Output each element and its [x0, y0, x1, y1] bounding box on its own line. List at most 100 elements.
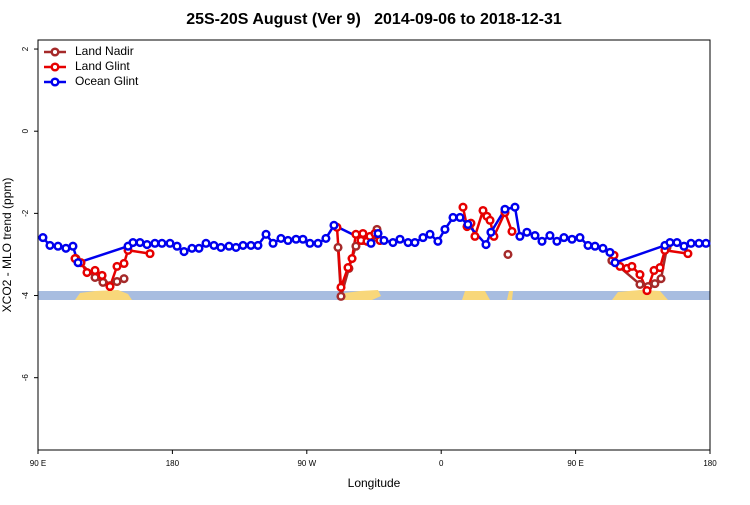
data-point: [53, 241, 63, 251]
y-axis-label: XCO2 - MLO trend (ppm): [0, 178, 14, 313]
data-point: [336, 291, 346, 301]
data-point: [165, 238, 175, 248]
data-point: [276, 233, 286, 243]
data-point: [187, 243, 197, 253]
data-point: [598, 243, 608, 253]
data-point: [575, 233, 585, 243]
data-point: [128, 237, 138, 248]
data-point: [455, 212, 465, 223]
data-point: [635, 279, 645, 289]
data-point: [216, 242, 226, 253]
data-point: [333, 242, 343, 253]
legend-marker: [50, 62, 60, 72]
data-point: [61, 243, 71, 253]
data-point: [179, 247, 189, 257]
y-tick-label: 2: [21, 46, 30, 51]
data-point: [343, 263, 353, 273]
data-point: [112, 277, 122, 287]
data-point: [268, 238, 278, 248]
data-point: [373, 228, 383, 239]
data-point: [552, 236, 562, 246]
data-point: [246, 240, 256, 250]
data-point: [351, 229, 361, 239]
data-point: [82, 267, 92, 278]
x-tick-label: 180: [166, 459, 180, 468]
data-point: [261, 229, 271, 239]
x-tick-label: 0: [439, 459, 444, 468]
data-point: [486, 227, 496, 237]
x-tick-label: 180: [703, 459, 717, 468]
data-point: [478, 205, 488, 216]
data-point: [510, 202, 520, 212]
data-point: [537, 236, 547, 246]
data-point: [305, 238, 315, 248]
legend-marker: [50, 47, 60, 57]
data-point: [545, 231, 555, 241]
y-tick-label: -2: [21, 209, 30, 217]
legend-label: Ocean Glint: [75, 74, 139, 88]
data-point: [635, 270, 645, 280]
data-point: [425, 229, 435, 239]
y-tick-label: -6: [21, 374, 30, 382]
data-point: [209, 240, 219, 250]
map-strip: [38, 290, 710, 300]
legend-label: Land Nadir: [75, 44, 134, 58]
data-point: [90, 265, 100, 276]
data-point: [403, 237, 413, 248]
x-tick-label: 90 E: [567, 459, 583, 468]
data-point: [463, 219, 473, 230]
data-point: [231, 242, 241, 253]
data-point: [610, 258, 620, 268]
chart-title: 25S-20S August (Ver 9) 2014-09-06 to 201…: [186, 11, 562, 28]
data-point: [605, 247, 615, 257]
data-point: [686, 238, 696, 248]
data-point: [145, 249, 155, 259]
y-tick-label: -4: [21, 291, 30, 299]
land-patch: [75, 290, 132, 300]
data-point: [351, 241, 361, 251]
data-point: [313, 238, 323, 248]
data-point: [105, 281, 115, 292]
data-point: [665, 237, 675, 248]
data-point: [201, 238, 211, 248]
data-point: [119, 274, 129, 284]
data-point: [253, 240, 263, 250]
data-point: [73, 258, 83, 268]
data-point: [291, 234, 301, 244]
data-point: [90, 272, 100, 283]
data-point: [672, 237, 682, 248]
data-point: [481, 240, 491, 250]
data-point: [283, 235, 293, 246]
data-point: [336, 282, 346, 292]
data-point: [683, 249, 693, 259]
data-point: [440, 224, 450, 234]
data-point: [701, 238, 711, 248]
data-point: [329, 220, 339, 230]
data-point: [38, 233, 48, 243]
data-point: [194, 243, 204, 253]
data-point: [358, 228, 368, 239]
data-point: [507, 226, 517, 236]
data-point: [395, 234, 405, 244]
data-point: [119, 258, 129, 269]
data-point: [559, 233, 569, 243]
data-point: [347, 254, 357, 264]
data-point: [522, 227, 532, 237]
data-point: [418, 233, 428, 243]
data-point: [97, 270, 107, 280]
data-point: [642, 286, 652, 296]
data-point: [379, 235, 389, 246]
legend-marker: [50, 77, 60, 87]
land-patch: [612, 290, 668, 300]
data-point: [655, 263, 665, 273]
data-point: [583, 240, 593, 250]
data-point: [515, 231, 525, 241]
data-point: [135, 237, 145, 248]
data-point: [68, 241, 78, 251]
data-point: [45, 240, 55, 250]
data-point: [470, 231, 480, 241]
data-point: [321, 233, 331, 243]
data-point: [298, 234, 308, 244]
